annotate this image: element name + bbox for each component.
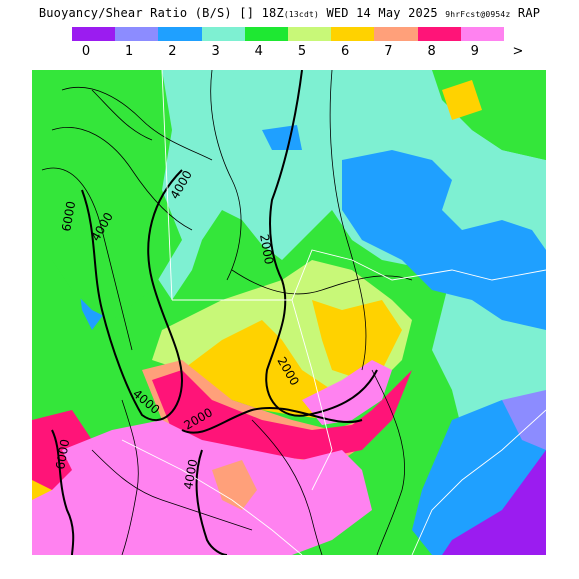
contour-label: 6000 [53,438,72,471]
color-scale-labels: 0 1 2 3 4 5 6 7 8 9 > [72,44,542,60]
contour-thin-8 [91,449,253,531]
title-date: WED 14 May 2025 [326,6,438,20]
contour-thin-5 [41,167,133,351]
color-scale-swatch [460,27,505,41]
boundary-border [121,439,303,555]
title-units: [] [239,6,255,20]
color-scale-label: 8 [427,44,436,59]
color-scale-label: 4 [254,44,263,59]
region-blue-northeast [342,150,546,330]
region-green-northwest [32,70,182,320]
contour-thin-11 [121,399,139,555]
contour-label: 2000 [257,233,276,266]
forecast-map: 6000 4000 4000 2000 2000 4000 2000 6000 … [32,70,546,555]
color-scale-swatch [331,27,375,41]
color-scale-bar [72,27,505,41]
shaded-regions [32,70,546,555]
contour-heavy-1 [265,70,378,417]
color-scale-label: 3 [211,44,220,59]
map-boundaries [121,70,546,555]
contour-heavy-2 [81,169,184,421]
map-canvas: 6000 4000 4000 2000 2000 4000 2000 6000 … [32,70,546,555]
region-pink-southwest [32,420,372,555]
title-main: Buoyancy/Shear Ratio (B/S) [38,6,232,20]
title-model: RAP [517,6,541,20]
region-lightblue-east [502,390,546,450]
contour-heavy-4 [195,449,228,555]
title-cdt: (13cdt) [283,10,319,19]
contour-label: 6000 [59,200,78,233]
contour-thin-10 [371,369,406,555]
boundary-coast [411,409,546,555]
contour-thin-3 [61,86,213,161]
boundary-vertical-west [161,70,173,301]
contour-thin-6 [91,89,153,141]
region-yellow-north [442,80,482,120]
region-yellow-east [312,300,402,380]
contour-thin-7 [231,269,413,295]
color-scale-label: 7 [384,44,393,59]
color-scale-swatch [417,27,461,41]
color-scale-swatch [244,27,289,41]
color-scale-label: 1 [125,44,134,59]
color-scale-swatch [72,27,116,41]
color-scale-swatch [158,27,202,41]
contour-heavy-5 [51,429,75,555]
color-scale-label: 5 [297,44,307,59]
color-scale-swatch [374,27,418,41]
contour-thin-4 [51,127,193,231]
color-scale-swatch [115,27,159,41]
boundary-panhandle [172,249,546,301]
contour-lines [41,70,413,555]
color-scale-label: 6 [341,44,350,59]
color-scale-label: 2 [168,44,177,59]
color-scale-label: 9 [470,44,479,59]
color-scale-swatch [288,27,332,41]
contour-heavy-3 [181,406,363,434]
color-scale-swatch [201,27,245,41]
contour-thin-9 [251,419,323,555]
title-time: 18Z [261,6,284,20]
chart-title: Buoyancy/Shear Ratio (B/S) [] 18Z(13cdt)… [0,6,579,20]
title-forecast: 9hrFcst@0954z [445,10,511,19]
region-salmon-south [212,460,257,510]
color-scale-label: > [512,44,524,59]
region-pink-east [302,360,392,425]
contour-label: 4000 [181,458,200,491]
region-red-band [152,370,412,460]
region-cyan-upper [232,70,332,130]
contour-thin-1 [210,70,242,281]
contour-thin-2 [329,70,367,371]
color-scale-label: 0 [81,44,91,59]
region-purple-southeast [442,450,546,555]
boundary-river [291,299,333,491]
